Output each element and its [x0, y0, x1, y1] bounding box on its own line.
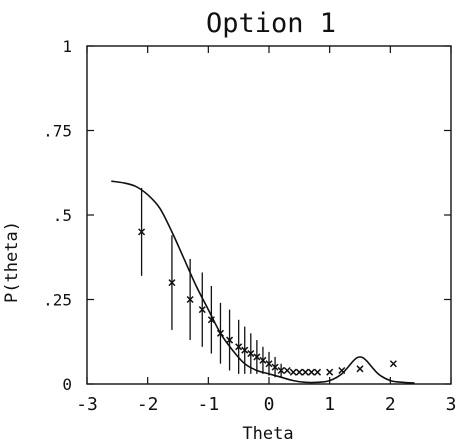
observed-point: [295, 368, 303, 376]
y-tick-label: .75: [43, 122, 72, 141]
observed-point: [283, 366, 291, 375]
observed-point: [247, 350, 255, 358]
observed-point: [253, 353, 261, 361]
observed-point: [277, 366, 285, 375]
x-tick-label: -1: [197, 394, 219, 415]
observed-point: [356, 365, 364, 373]
observed-point: [389, 360, 397, 368]
observed-points-layer: [138, 187, 397, 378]
observed-point: [207, 316, 215, 324]
x-tick-label: 3: [446, 394, 457, 415]
x-tick-label: -3: [76, 394, 98, 415]
observed-point: [216, 329, 224, 337]
observed-point: [235, 343, 243, 351]
observed-point: [289, 368, 297, 376]
observed-point: [168, 279, 176, 287]
y-tick-label: 1: [62, 37, 72, 56]
observed-point: [241, 346, 249, 354]
y-axis-label: P(theta): [2, 221, 22, 303]
observed-point: [271, 363, 279, 371]
observed-point: [186, 295, 194, 304]
axes: -3 -2 -1 0 1 2 3 0 .25 .5 .75 1: [43, 37, 456, 415]
x-tick-label: 2: [385, 394, 396, 415]
x-tick-label: -2: [137, 394, 159, 415]
observed-point: [265, 360, 273, 368]
observed-point: [259, 356, 267, 364]
observed-point: [326, 368, 334, 376]
y-tick-label: .25: [43, 291, 72, 310]
observed-point: [307, 368, 315, 376]
x-axis-label: Theta: [242, 424, 293, 444]
observed-point: [301, 368, 309, 376]
y-tick-label: .5: [53, 206, 72, 225]
observed-point: [226, 336, 234, 344]
observed-point: [138, 228, 146, 236]
chart-title: Option 1: [206, 8, 336, 39]
y-tick-label: 0: [62, 375, 72, 394]
labels-layer: Option 1 Theta P(theta): [2, 8, 336, 444]
x-tick-label: 1: [324, 394, 335, 415]
observed-point: [198, 306, 206, 314]
observed-point: [338, 366, 346, 375]
observed-point: [314, 368, 322, 376]
x-tick-label: 0: [264, 394, 275, 415]
